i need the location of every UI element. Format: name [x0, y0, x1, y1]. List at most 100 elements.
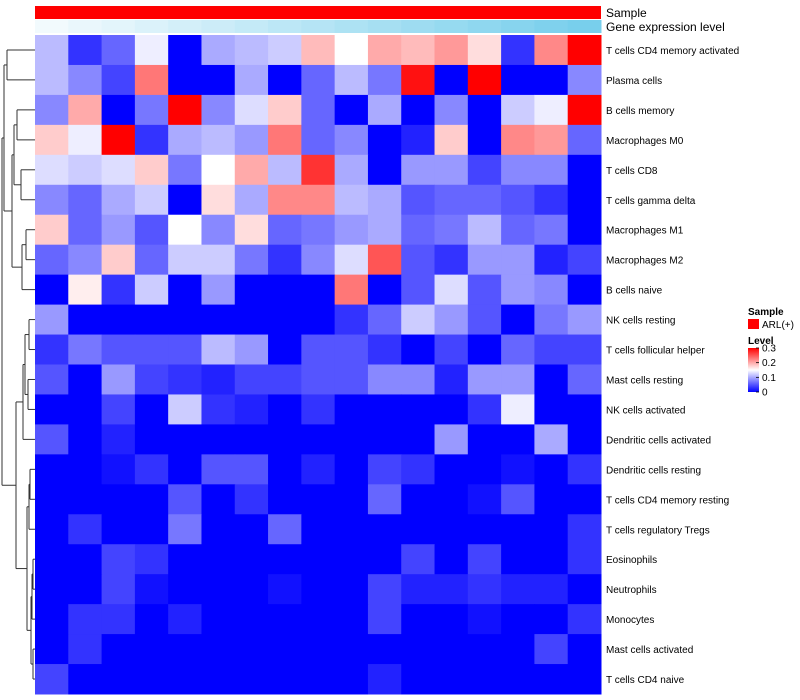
heatmap-cell: [268, 334, 302, 365]
heatmap-cell: [101, 124, 136, 156]
heatmap-cell: [534, 604, 569, 635]
heatmap-cell: [268, 574, 302, 605]
heatmap-cell: [268, 214, 302, 246]
heatmap-cell: [35, 364, 69, 395]
row-label: Mast cells activated: [606, 645, 693, 656]
heatmap-cell: [401, 94, 436, 126]
heatmap-cell: [68, 604, 103, 635]
legend-sample-swatch: [748, 319, 759, 329]
heatmap-cell: [68, 364, 103, 395]
heatmap-cell: [501, 364, 535, 395]
heatmap-cell: [334, 304, 369, 336]
heatmap-cell: [567, 424, 602, 455]
heatmap-cell: [101, 304, 136, 336]
heatmap-cell: [367, 35, 402, 66]
heatmap-cell: [467, 424, 502, 455]
heatmap-cell: [401, 334, 436, 365]
heatmap-cell: [35, 244, 69, 276]
heatmap-cell: [567, 35, 602, 66]
heatmap-cell: [567, 184, 602, 216]
heatmap-cell: [134, 334, 169, 365]
heatmap-cell: [101, 634, 136, 665]
heatmap-cell: [234, 394, 269, 425]
heatmap-cell: [367, 304, 402, 336]
heatmap-cell: [534, 544, 569, 575]
heatmap-cell: [467, 514, 502, 545]
heatmap-cell: [401, 604, 436, 635]
heatmap-cell: [534, 334, 569, 365]
heatmap-cell: [434, 124, 469, 156]
heatmap-cell: [35, 274, 69, 306]
heatmap-cell: [501, 35, 535, 66]
heatmap-cell: [301, 124, 336, 156]
heatmap-cell: [567, 604, 602, 635]
heatmap-cell: [268, 544, 302, 575]
heatmap-cell: [168, 604, 202, 635]
heatmap-cell: [168, 544, 202, 575]
gene-expression-cell: [467, 20, 502, 33]
heatmap-cell: [467, 35, 502, 66]
heatmap-cell: [467, 64, 502, 96]
heatmap-cell: [68, 334, 103, 365]
heatmap-cell: [234, 304, 269, 336]
heatmap-cell: [68, 514, 103, 545]
heatmap-cell: [434, 184, 469, 216]
heatmap-cell: [35, 424, 69, 455]
legend-tick-label: 0.1: [762, 373, 776, 384]
heatmap-cell: [68, 634, 103, 665]
heatmap-cell: [401, 304, 436, 336]
heatmap-cell: [301, 244, 336, 276]
heatmap-cell: [301, 454, 336, 485]
heatmap-cell: [367, 574, 402, 605]
heatmap-cell: [134, 184, 169, 216]
heatmap-cell: [268, 634, 302, 665]
heatmap-cell: [534, 35, 569, 66]
heatmap-cell: [134, 64, 169, 96]
heatmap-cell: [101, 274, 136, 306]
heatmap-cell: [301, 304, 336, 336]
heatmap-cell: [101, 514, 136, 545]
heatmap-cell: [301, 94, 336, 126]
heatmap-cell: [334, 664, 369, 695]
heatmap-cell: [467, 214, 502, 246]
heatmap-cell: [168, 364, 202, 395]
heatmap-cell: [35, 124, 69, 156]
heatmap-cell: [501, 574, 535, 605]
heatmap-cell: [268, 244, 302, 276]
heatmap-cell: [434, 574, 469, 605]
heatmap-cell: [201, 364, 236, 395]
heatmap-cell: [401, 274, 436, 306]
heatmap-cell: [467, 634, 502, 665]
heatmap-cell: [201, 154, 236, 186]
heatmap-cell: [234, 35, 269, 66]
sample-track-label: Sample: [606, 6, 647, 20]
heatmap-cell: [401, 244, 436, 276]
heatmap-cell: [434, 514, 469, 545]
heatmap-cell: [534, 394, 569, 425]
heatmap-cell: [401, 634, 436, 665]
row-label: Neutrophils: [606, 585, 657, 596]
heatmap-cell: [201, 544, 236, 575]
heatmap-cell: [367, 544, 402, 575]
heatmap-cell: [201, 634, 236, 665]
heatmap-cell: [434, 484, 469, 515]
heatmap-cell: [35, 634, 69, 665]
heatmap-cell: [134, 35, 169, 66]
heatmap-cell: [201, 484, 236, 515]
heatmap-cell: [401, 544, 436, 575]
heatmap-cell: [434, 334, 469, 365]
heatmap-cell: [268, 394, 302, 425]
heatmap-cell: [467, 154, 502, 186]
heatmap-cell: [268, 364, 302, 395]
row-label: T cells CD4 naive: [606, 675, 685, 686]
heatmap-cell: [501, 64, 535, 96]
heatmap-cell: [234, 244, 269, 276]
heatmap-cell: [467, 124, 502, 156]
heatmap-cell: [201, 244, 236, 276]
heatmap-cell: [68, 64, 103, 96]
heatmap-cell: [301, 64, 336, 96]
heatmap-cell: [367, 664, 402, 695]
heatmap-cell: [367, 394, 402, 425]
heatmap-cell: [234, 604, 269, 635]
